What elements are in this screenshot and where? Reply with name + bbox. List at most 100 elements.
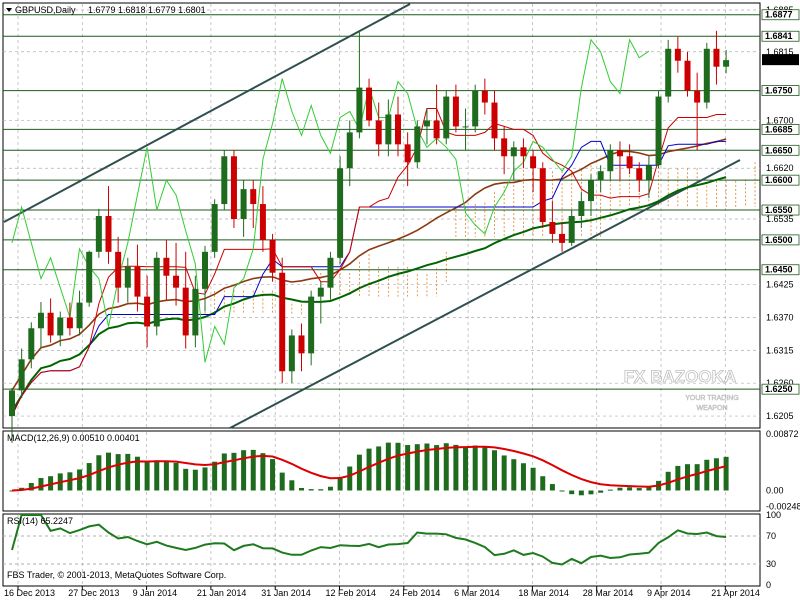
y-tick-label: 1.6205 bbox=[766, 411, 794, 421]
candle-body bbox=[86, 251, 93, 303]
y-tick-label: 1.6700 bbox=[766, 115, 794, 125]
candle-body bbox=[211, 204, 218, 252]
macd-bar bbox=[115, 454, 121, 491]
macd-bar bbox=[67, 472, 73, 491]
candle-body bbox=[626, 156, 633, 169]
level-tag-label: 1.6550 bbox=[765, 205, 793, 215]
watermark-tagline-2: WEAPON bbox=[696, 405, 727, 412]
candle-body bbox=[76, 302, 83, 329]
candle-body bbox=[202, 251, 208, 289]
macd-bar bbox=[48, 476, 54, 491]
macd-bar bbox=[694, 464, 700, 491]
macd-bar bbox=[463, 446, 469, 491]
candle-body bbox=[279, 272, 286, 372]
candle-body bbox=[57, 317, 64, 336]
candle-body bbox=[182, 287, 189, 336]
candle-body bbox=[308, 296, 315, 354]
x-tick-label: 28 Mar 2014 bbox=[583, 588, 634, 598]
chart-menu-arrow-icon[interactable] bbox=[6, 8, 12, 12]
level-tag-label: 1.6250 bbox=[765, 384, 793, 394]
macd-bar bbox=[231, 452, 237, 491]
y-tick-label: 1.6620 bbox=[766, 163, 794, 173]
y-tick-label: 1.6260 bbox=[766, 378, 794, 388]
macd-bar bbox=[598, 490, 604, 493]
candle-body bbox=[414, 126, 421, 163]
candle-body bbox=[298, 335, 305, 354]
level-tag-label: 1.6500 bbox=[765, 235, 793, 245]
candle-body bbox=[163, 257, 170, 276]
macd-bar bbox=[434, 445, 440, 491]
candle-body bbox=[674, 48, 681, 61]
macd-bar bbox=[28, 483, 34, 491]
y-tick-label: 1.6425 bbox=[766, 280, 794, 290]
macd-bar bbox=[38, 478, 44, 491]
rsi-line bbox=[11, 514, 727, 566]
macd-bar bbox=[86, 463, 92, 491]
level-tag-label: 1.6877 bbox=[765, 10, 793, 20]
macd-bar bbox=[183, 468, 189, 491]
macd-bar bbox=[627, 487, 633, 491]
level-tag-label: 1.6600 bbox=[765, 175, 793, 185]
candle-body bbox=[269, 239, 276, 273]
macd-bar bbox=[665, 471, 671, 491]
macd-bar bbox=[520, 463, 526, 491]
macd-bar bbox=[77, 469, 83, 491]
level-tag-label: 1.6685 bbox=[765, 124, 793, 134]
rsi-y-tick-label: 30 bbox=[766, 559, 776, 569]
x-tick-label: 27 Dec 2013 bbox=[68, 588, 119, 598]
macd-bar bbox=[405, 445, 411, 491]
macd-bar bbox=[472, 445, 478, 491]
macd-bar bbox=[617, 487, 623, 491]
level-tag bbox=[761, 124, 800, 135]
candle-body bbox=[259, 204, 266, 240]
candle-body bbox=[549, 221, 556, 234]
candle-body bbox=[723, 60, 730, 67]
candle-body bbox=[47, 312, 54, 336]
macd-bar bbox=[279, 472, 285, 491]
candle-body bbox=[588, 180, 594, 202]
macd-bar bbox=[646, 487, 652, 491]
macd-bar bbox=[424, 443, 430, 491]
candle-body bbox=[452, 96, 459, 127]
macd-bar bbox=[713, 458, 719, 491]
level-tag bbox=[761, 383, 800, 395]
macd-bar bbox=[414, 444, 420, 491]
macd-bar bbox=[559, 490, 565, 492]
chart-symbol: GBPUSD,Daily bbox=[15, 5, 76, 15]
candle-body bbox=[404, 144, 411, 163]
level-tag bbox=[761, 144, 800, 156]
candle-body bbox=[337, 168, 344, 258]
candle-body bbox=[9, 390, 15, 417]
candle-body bbox=[18, 359, 25, 391]
candle-body bbox=[655, 96, 662, 166]
candle-body bbox=[443, 96, 450, 139]
macd-bar bbox=[636, 488, 642, 491]
macd-bar bbox=[192, 469, 198, 491]
macd-bar bbox=[492, 450, 497, 491]
macd-bar bbox=[144, 461, 150, 491]
tenkan-line bbox=[11, 108, 727, 416]
candle-body bbox=[694, 90, 701, 103]
y-tick-label: 1.6815 bbox=[766, 47, 794, 57]
candle-body bbox=[597, 171, 604, 181]
macd-bar bbox=[9, 490, 15, 492]
macd-bar bbox=[163, 461, 169, 491]
macd-bar bbox=[250, 449, 256, 491]
level-tag bbox=[761, 85, 800, 96]
x-tick-label: 16 Dec 2013 bbox=[4, 588, 55, 598]
candle-body bbox=[221, 156, 228, 205]
candle-body bbox=[462, 126, 469, 128]
candle-body bbox=[481, 90, 488, 103]
macd-bar bbox=[443, 443, 449, 491]
macd-bar bbox=[675, 465, 681, 491]
macd-bar bbox=[511, 459, 517, 491]
candle-body bbox=[568, 216, 575, 243]
current-price-label: 1.6801 bbox=[765, 55, 793, 65]
trendline-upper bbox=[3, 3, 411, 223]
x-tick-label: 12 Feb 2014 bbox=[326, 588, 377, 598]
macd-bar bbox=[96, 455, 102, 491]
candle-body bbox=[327, 257, 334, 288]
candle-body bbox=[317, 287, 324, 297]
macd-bar bbox=[723, 456, 729, 491]
